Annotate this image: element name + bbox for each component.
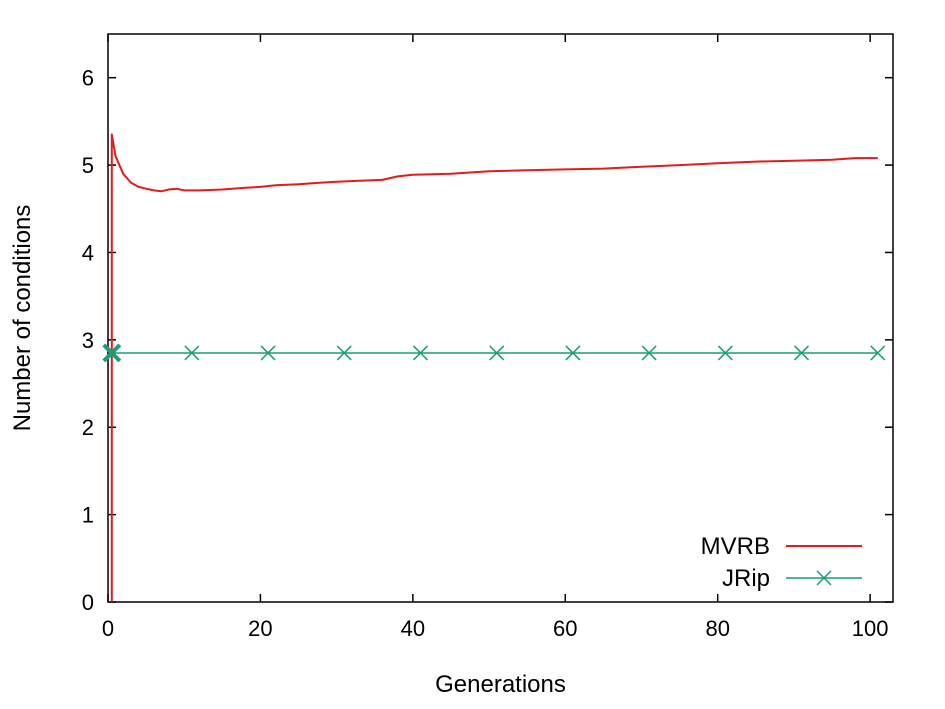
data-point-jrip-7 bbox=[641, 345, 657, 361]
data-point-jrip-9 bbox=[794, 345, 810, 361]
marker-jrip-2-b bbox=[260, 345, 276, 361]
x-axis-label: Generations bbox=[435, 671, 566, 698]
legend: MVRB JRip bbox=[701, 533, 862, 592]
y-tick-label-5: 5 bbox=[82, 153, 94, 178]
y-tick-label-0: 0 bbox=[82, 590, 94, 615]
marker-jrip-9-b bbox=[794, 345, 810, 361]
x-tick-label-4: 80 bbox=[705, 616, 729, 641]
legend-label-mvrb: MVRB bbox=[701, 533, 770, 560]
x-tick-label-1: 20 bbox=[248, 616, 272, 641]
data-point-jrip-5 bbox=[489, 345, 505, 361]
marker-jrip-5-b bbox=[489, 345, 505, 361]
data-point-jrip-3 bbox=[336, 345, 352, 361]
data-point-jrip-10 bbox=[870, 345, 886, 361]
x-tick-label-2: 40 bbox=[401, 616, 425, 641]
y-tick-label-6: 6 bbox=[82, 66, 94, 91]
legend-marker-jrip bbox=[816, 570, 832, 586]
marker-jrip-1-b bbox=[184, 345, 200, 361]
x-tick-label-5: 100 bbox=[852, 616, 889, 641]
x-tick-label-3: 60 bbox=[553, 616, 577, 641]
marker-jrip-8-b bbox=[717, 345, 733, 361]
marker-jrip-3-b bbox=[336, 345, 352, 361]
y-tick-label-3: 3 bbox=[82, 328, 94, 353]
data-point-jrip-2 bbox=[260, 345, 276, 361]
marker-jrip-10-b bbox=[870, 345, 886, 361]
y-tick-label-4: 4 bbox=[82, 240, 94, 265]
plot-frame bbox=[107, 33, 894, 603]
data-point-jrip-0 bbox=[102, 343, 122, 363]
legend-x-1-b bbox=[816, 570, 832, 586]
y-tick-label-1: 1 bbox=[82, 503, 94, 528]
series-line-mvrb bbox=[110, 133, 878, 602]
data-point-jrip-1 bbox=[184, 345, 200, 361]
data-point-jrip-4 bbox=[412, 345, 429, 361]
y-tick-label-2: 2 bbox=[82, 415, 94, 440]
y-axis-label: Number of conditions bbox=[9, 205, 36, 432]
data-point-jrip-6 bbox=[565, 345, 581, 361]
marker-jrip-7-b bbox=[641, 345, 657, 361]
x-tick-label-0: 0 bbox=[102, 616, 114, 641]
legend-label-jrip: JRip bbox=[722, 565, 770, 592]
data-point-jrip-8 bbox=[717, 345, 733, 361]
series-layer bbox=[102, 133, 886, 602]
marker-jrip-4-b bbox=[412, 345, 429, 361]
marker-jrip-0-b bbox=[102, 343, 122, 363]
marker-jrip-6-b bbox=[565, 345, 581, 361]
